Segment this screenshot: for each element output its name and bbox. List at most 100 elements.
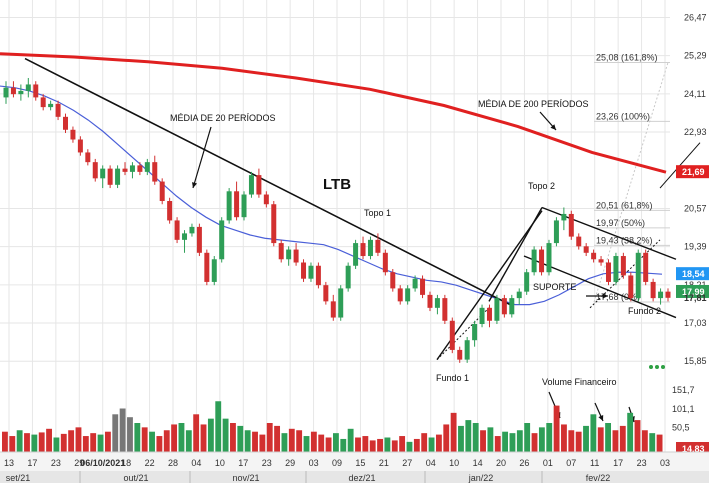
volume-bar (24, 433, 30, 452)
volume-bar (355, 437, 361, 452)
candle-down (137, 165, 143, 172)
candle-down (650, 281, 656, 299)
volume-bar (156, 436, 163, 452)
candle-up (241, 194, 247, 218)
volume-bar (369, 440, 376, 452)
volume-bar (421, 433, 428, 452)
x-tick: 27 (402, 458, 412, 468)
x-tick: 15 (355, 458, 365, 468)
candle-down (256, 175, 262, 195)
volume-label: Volume Financeiro (542, 377, 617, 387)
fib-label: 23,26 (100%) (596, 111, 650, 121)
status-dots (649, 365, 665, 369)
volume-bar (597, 427, 604, 452)
volume-bar (509, 433, 516, 452)
volume-bar (46, 428, 52, 452)
volume-bar (428, 437, 435, 452)
candle-up (464, 340, 470, 360)
candle-up (353, 243, 359, 266)
candle-up (144, 162, 150, 172)
volume-bar (127, 417, 133, 452)
price-badge (676, 165, 709, 179)
fib-label: 17,68 (0%) (596, 292, 640, 302)
volume-bar (399, 436, 406, 452)
x-tick: 28 (168, 458, 178, 468)
x-tick: 13 (4, 458, 14, 468)
candle-up (219, 220, 225, 260)
volume-bar (641, 430, 648, 452)
volume-bar (303, 436, 310, 452)
x-tick: 14 (473, 458, 483, 468)
volume-bar (9, 436, 16, 452)
candle-down (293, 249, 299, 263)
candle-up (516, 291, 522, 299)
volume-bar (31, 434, 38, 452)
ma200-line (0, 52, 667, 174)
candle-down (63, 116, 69, 130)
volume-bar (16, 430, 23, 452)
candle-up (48, 103, 54, 108)
candle-up (509, 298, 515, 315)
x-tick: 18 (121, 458, 131, 468)
candle-up (434, 298, 440, 308)
month-label: nov/21 (232, 473, 259, 483)
candle-down (643, 252, 649, 282)
volume-bar (112, 414, 119, 452)
price-badge (676, 267, 709, 281)
volume-bar (230, 423, 236, 452)
volume-bar (472, 423, 479, 452)
volume-bar (583, 425, 589, 452)
candle-up (412, 278, 418, 289)
candle-down (605, 262, 611, 282)
volume-bar (53, 437, 60, 452)
candle-down (628, 275, 634, 299)
fib-label: 25,08 (161,8%) (596, 52, 658, 62)
volume-bar (82, 436, 89, 452)
volume-bar (104, 431, 111, 452)
candle-up (18, 90, 24, 95)
candle-down (271, 204, 277, 244)
candle-down (457, 349, 463, 360)
candle-down (159, 181, 165, 201)
volume-bar (97, 434, 104, 452)
volume-bar (524, 423, 531, 452)
candle-down (397, 288, 403, 302)
candle-up (189, 226, 195, 234)
price-badge-label: 21,69 (682, 167, 705, 177)
volume-bar (259, 434, 266, 452)
candle-down (174, 220, 180, 240)
candle-up (100, 168, 106, 179)
candle-down (196, 226, 202, 253)
candle-down (382, 252, 388, 273)
volume-bar (487, 427, 494, 452)
x-tick: 23 (262, 458, 272, 468)
volume-bar (266, 423, 273, 452)
volume-bar (149, 431, 155, 452)
dot-icon (661, 365, 665, 369)
candle-down (591, 252, 597, 260)
candle-up (338, 288, 344, 318)
volume-bar (325, 437, 332, 452)
candle-down (315, 265, 321, 286)
volume-bar (237, 425, 244, 452)
volume-bar (200, 424, 207, 452)
volume-bar (568, 430, 575, 452)
grid (0, 0, 670, 452)
candle-up (524, 272, 530, 292)
candle-up (308, 265, 314, 279)
volume-bar (575, 431, 582, 452)
volume-bar (627, 412, 634, 452)
x-tick: 03 (309, 458, 319, 468)
candle-down (375, 239, 381, 253)
candle-up (546, 243, 552, 273)
fundo2-label: Fundo 2 (628, 306, 661, 316)
x-tick: 10 (215, 458, 225, 468)
volume-bar (163, 430, 170, 452)
candle-down (486, 307, 492, 321)
candle-down (420, 278, 426, 295)
month-label: out/21 (123, 473, 148, 483)
volume-tick: 101,1 (672, 404, 695, 414)
candle-up (115, 168, 121, 185)
price-tick: 19,39 (684, 242, 707, 252)
